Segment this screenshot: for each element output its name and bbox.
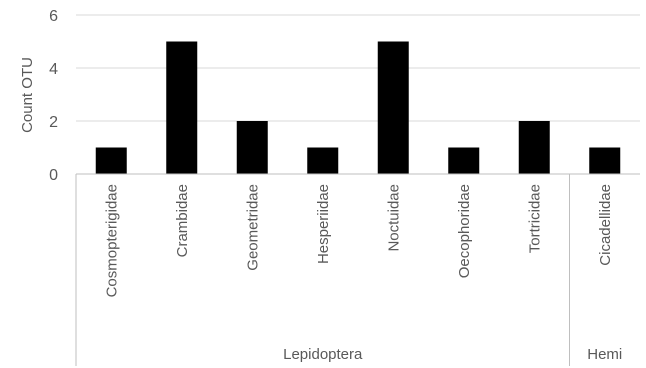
y-tick-label: 0 <box>49 167 58 184</box>
bar <box>307 147 339 174</box>
bar <box>236 121 268 174</box>
category-label: Hesperiidae <box>315 184 332 264</box>
group-labels: Lepidoptera Hemi <box>283 346 622 363</box>
gridlines <box>76 14 640 122</box>
bar <box>166 41 198 174</box>
y-tick-labels: 0 2 4 6 <box>49 8 58 184</box>
category-label: Noctuidae <box>385 184 402 252</box>
category-label: Oecophoridae <box>456 184 473 278</box>
y-tick-label: 6 <box>49 8 58 25</box>
bar <box>95 147 127 174</box>
bar <box>518 121 550 174</box>
bars <box>95 41 621 174</box>
bar <box>377 41 409 174</box>
y-tick-label: 2 <box>49 114 58 131</box>
category-label: Cicadellidae <box>597 184 614 266</box>
bar <box>589 147 621 174</box>
group-label: Hemi <box>587 346 622 363</box>
bar <box>448 147 480 174</box>
category-label: Geometridae <box>244 184 261 271</box>
category-labels: Cosmopterigidae Crambidae Geometridae Hespe… <box>103 184 614 297</box>
category-label: Crambidae <box>174 184 191 257</box>
group-label: Lepidoptera <box>283 346 363 363</box>
category-label: Tortricidae <box>526 184 543 253</box>
y-axis-label: Count OTU <box>19 57 36 133</box>
axes <box>75 173 640 366</box>
y-tick-label: 4 <box>49 61 58 78</box>
category-label: Cosmopterigidae <box>103 184 120 297</box>
